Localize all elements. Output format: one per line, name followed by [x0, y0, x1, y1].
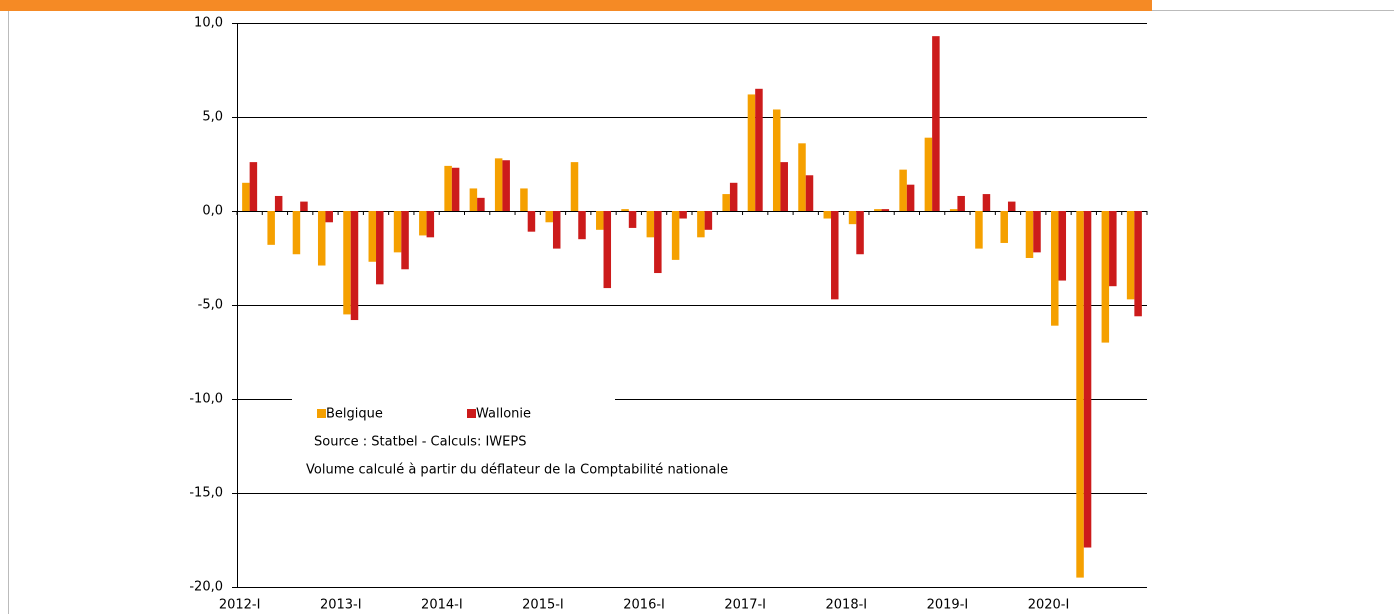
- bar: [982, 194, 991, 211]
- bar: [545, 211, 553, 223]
- y-tick-label: -15,0: [189, 486, 223, 501]
- bar: [520, 188, 528, 211]
- bar: [596, 211, 604, 230]
- bar: [654, 211, 662, 274]
- bar: [527, 211, 536, 232]
- bar: [780, 162, 788, 211]
- bar: [957, 195, 965, 211]
- bar: [628, 211, 637, 228]
- bar: [578, 211, 586, 240]
- x-tick-label: 2019-I: [927, 598, 969, 613]
- bar: [401, 211, 409, 270]
- bar: [679, 211, 687, 219]
- bar: [1134, 211, 1142, 317]
- bar: [419, 211, 427, 236]
- bar: [906, 184, 915, 211]
- bar: [274, 195, 283, 211]
- x-tick-label: 2017-I: [724, 598, 766, 613]
- bar: [1076, 211, 1084, 578]
- bar: [848, 211, 857, 225]
- bar: [325, 211, 333, 223]
- bar: [1101, 211, 1110, 343]
- bar: [393, 211, 402, 253]
- bar: [242, 182, 250, 211]
- bar: [646, 211, 655, 238]
- bar: [368, 211, 377, 262]
- method-note: Volume calculé à partir du déflateur de …: [306, 463, 728, 478]
- bar: [603, 211, 612, 289]
- bar: [343, 211, 351, 315]
- x-tick-label: 2014-I: [421, 598, 463, 613]
- bar: [932, 36, 940, 211]
- bar: [249, 162, 258, 211]
- bar: [975, 211, 983, 249]
- bar: [805, 175, 814, 211]
- bar: [300, 201, 308, 211]
- legend-swatch: [467, 409, 476, 418]
- bar: [874, 209, 882, 211]
- bar: [292, 211, 301, 255]
- bar: [444, 165, 452, 211]
- bar: [1083, 211, 1092, 548]
- bar: [376, 211, 384, 285]
- bar: [621, 209, 629, 211]
- bar: [729, 182, 738, 211]
- legend-label: Belgique: [326, 407, 383, 422]
- bar: [350, 211, 359, 321]
- bar: [722, 194, 730, 211]
- bar: [924, 137, 933, 211]
- x-tick-label: 2013-I: [320, 598, 362, 613]
- bar: [469, 188, 478, 211]
- bar: [1025, 211, 1034, 258]
- legend-box: [292, 386, 615, 486]
- bar: [494, 158, 503, 211]
- y-tick-label: -5,0: [198, 298, 223, 313]
- bar: [856, 211, 864, 255]
- y-tick-label: 5,0: [202, 110, 223, 125]
- x-tick-label: 2016-I: [623, 598, 665, 613]
- legend-swatch: [317, 409, 326, 418]
- y-tick-label: -10,0: [189, 392, 223, 407]
- bar: [772, 109, 781, 211]
- bar: [881, 209, 890, 211]
- y-tick-label: 10,0: [194, 16, 223, 31]
- bar: [502, 160, 510, 211]
- bar: [1058, 211, 1067, 281]
- bar: [570, 162, 579, 211]
- bar: [1109, 211, 1117, 287]
- x-tick-label: 2012-I: [219, 598, 261, 613]
- bar: [1051, 211, 1059, 326]
- y-tick-label: 0,0: [202, 204, 223, 219]
- bar: [949, 209, 958, 211]
- bar: [798, 143, 806, 211]
- source-note: Source : Statbel - Calculs: IWEPS: [314, 435, 526, 450]
- bar: [317, 211, 326, 266]
- bar: [747, 94, 756, 211]
- bar: [451, 167, 460, 211]
- bar: [755, 88, 763, 211]
- y-tick-label: -20,0: [189, 580, 223, 595]
- bar: [1000, 211, 1008, 243]
- bar: [671, 211, 680, 260]
- x-tick-label: 2020-I: [1028, 598, 1070, 613]
- bar: [1033, 211, 1041, 253]
- bar: [1007, 201, 1016, 211]
- bar: [704, 211, 713, 230]
- bar: [831, 211, 839, 300]
- x-tick-label: 2018-I: [826, 598, 868, 613]
- bar: [552, 211, 561, 249]
- bar: [477, 197, 485, 211]
- bar: [1126, 211, 1135, 300]
- bar: [899, 169, 907, 211]
- bar: [697, 211, 705, 238]
- bar: [823, 211, 832, 219]
- header-bar: [0, 0, 1152, 11]
- bar: [267, 211, 275, 245]
- bar: [426, 211, 435, 238]
- x-tick-label: 2015-I: [522, 598, 564, 613]
- legend-label: Wallonie: [476, 407, 531, 422]
